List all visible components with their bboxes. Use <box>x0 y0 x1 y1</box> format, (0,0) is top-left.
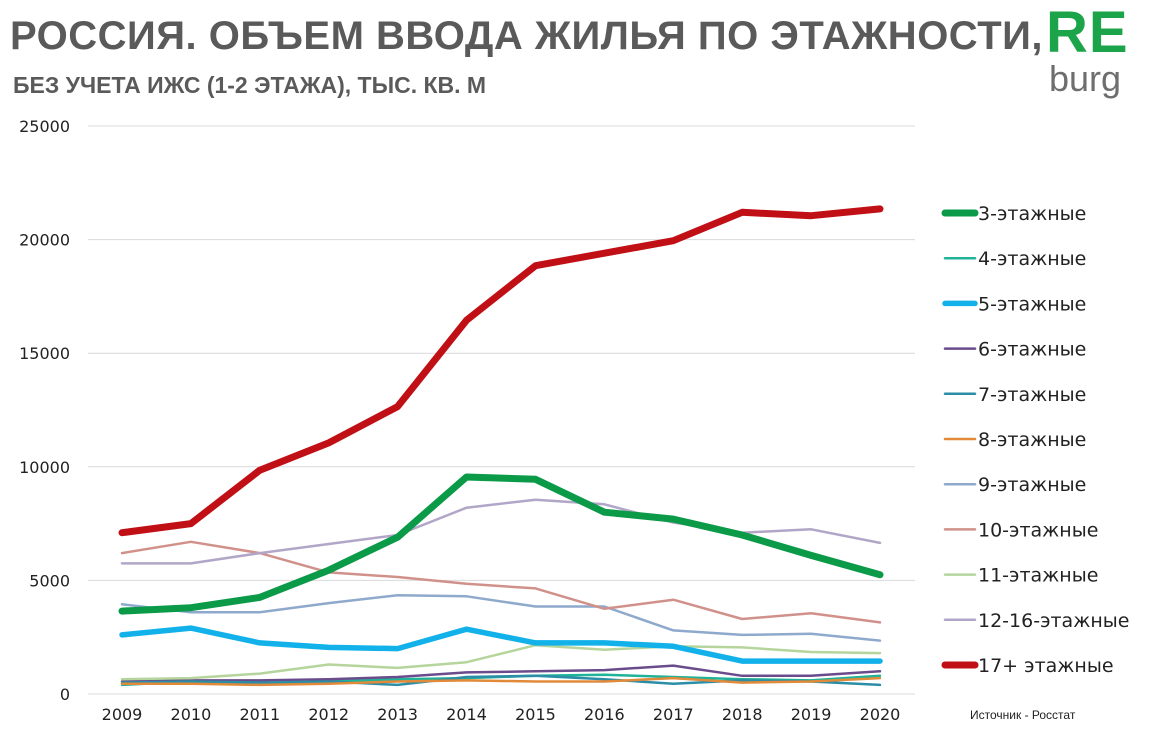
x-tick-label: 2018 <box>722 705 763 724</box>
legend-label: 8-этажные <box>978 429 1086 451</box>
legend-label: 4-этажные <box>978 248 1086 270</box>
x-tick-label: 2013 <box>377 705 418 724</box>
y-tick-label: 15000 <box>19 344 70 363</box>
legend-label: 3-этажные <box>978 203 1086 225</box>
series-line-8-этажные <box>120 676 882 687</box>
legend-label: 9-этажные <box>978 474 1086 496</box>
x-tick-label: 2012 <box>308 705 349 724</box>
y-tick-label: 20000 <box>19 231 70 250</box>
series-line-9-этажные <box>120 593 882 642</box>
legend-label: 11-этажные <box>978 565 1098 587</box>
legend-label: 5-этажные <box>978 293 1086 315</box>
x-tick-label: 2014 <box>446 705 487 724</box>
source-note: Источник - Росстат <box>970 708 1076 722</box>
x-tick-label: 2019 <box>791 705 832 724</box>
chart-subtitle: БЕЗ УЧЕТА ИЖС (1-2 ЭТАЖА), ТЫС. КВ. М <box>13 72 487 98</box>
x-tick-label: 2015 <box>515 705 556 724</box>
chart-title: РОССИЯ. ОБЪЕМ ВВОДА ЖИЛЬЯ ПО ЭТАЖНОСТИ, <box>10 14 1043 58</box>
y-tick-label: 25000 <box>19 117 70 136</box>
x-tick-label: 2017 <box>653 705 694 724</box>
logo-re: RE <box>1046 0 1129 65</box>
y-tick-label: 0 <box>60 685 70 704</box>
series-line-11-этажные <box>120 643 882 681</box>
legend-label: 17+ этажные <box>978 655 1114 677</box>
logo-burg: burg <box>1049 58 1122 99</box>
legend-label: 12-16-этажные <box>978 610 1129 632</box>
series-line-12-16-этажные <box>120 498 882 565</box>
legend-label: 10-этажные <box>978 519 1098 541</box>
x-tick-label: 2010 <box>171 705 212 724</box>
x-tick-label: 2009 <box>102 705 143 724</box>
series-line-6-этажные <box>120 664 882 683</box>
series-line-5-этажные <box>119 625 883 664</box>
series-line-17+-этажные <box>118 205 884 537</box>
legend-label: 7-этажные <box>978 384 1086 406</box>
series-line-3-этажные <box>118 473 884 615</box>
legend-label: 6-этажные <box>978 339 1086 361</box>
y-tick-label: 10000 <box>19 458 70 477</box>
x-tick-label: 2011 <box>239 705 280 724</box>
x-tick-label: 2016 <box>584 705 625 724</box>
y-tick-label: 5000 <box>29 571 70 590</box>
series-line-7-этажные <box>120 674 882 687</box>
series-line-10-этажные <box>120 540 882 624</box>
x-tick-label: 2020 <box>860 705 901 724</box>
